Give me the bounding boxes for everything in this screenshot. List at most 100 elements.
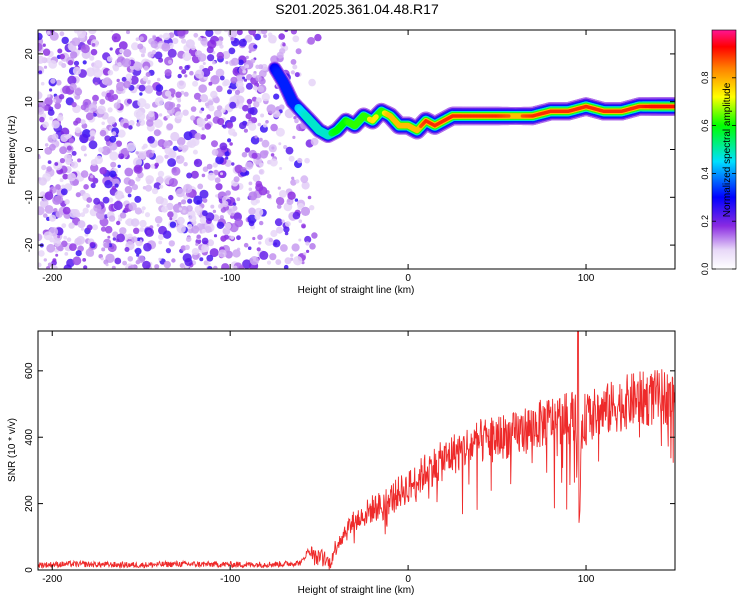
noise-blob bbox=[185, 39, 195, 49]
x-tick-label: -200 bbox=[42, 273, 62, 284]
noise-blob bbox=[267, 32, 273, 37]
ridge-segment bbox=[372, 114, 379, 121]
noise-blob bbox=[205, 30, 214, 38]
noise-blob bbox=[54, 195, 64, 204]
noise-blob bbox=[59, 158, 65, 164]
noise-blob bbox=[190, 106, 197, 112]
noise-blob bbox=[207, 100, 214, 106]
noise-blob bbox=[92, 94, 99, 102]
noise-blob bbox=[46, 30, 51, 35]
noise-blob bbox=[59, 53, 65, 60]
noise-blob bbox=[43, 213, 48, 218]
noise-blob bbox=[208, 105, 215, 112]
noise-blob bbox=[147, 51, 154, 58]
noise-blob bbox=[245, 55, 249, 60]
noise-blob bbox=[230, 235, 235, 240]
noise-blob bbox=[153, 129, 161, 137]
noise-blob bbox=[38, 250, 45, 257]
noise-blob bbox=[154, 216, 163, 224]
noise-blob bbox=[89, 130, 96, 137]
y-tick-label: 600 bbox=[24, 362, 35, 379]
noise-blob bbox=[72, 66, 81, 76]
noise-blob bbox=[284, 30, 289, 33]
noise-blob bbox=[242, 104, 249, 112]
noise-blob bbox=[159, 34, 163, 39]
colorbar-ticks: 0.0 0.2 0.4 0.6 0.8 bbox=[700, 72, 736, 275]
noise-blob bbox=[61, 184, 65, 189]
noise-blob bbox=[257, 234, 263, 240]
noise-blob bbox=[199, 216, 208, 224]
noise-blob bbox=[90, 48, 98, 56]
noise-blob bbox=[309, 243, 316, 250]
noise-blob bbox=[260, 30, 268, 35]
noise-blob bbox=[156, 223, 160, 227]
noise-blob bbox=[85, 67, 96, 77]
noise-blob bbox=[88, 174, 96, 182]
noise-blob bbox=[292, 64, 298, 70]
noise-blob bbox=[166, 123, 174, 131]
noise-blob bbox=[200, 134, 207, 140]
noise-blob bbox=[133, 164, 143, 174]
noise-blob bbox=[220, 172, 223, 176]
noise-blob bbox=[93, 203, 102, 212]
noise-blob bbox=[44, 205, 54, 214]
noise-blob bbox=[298, 219, 303, 223]
noise-blob bbox=[123, 80, 131, 89]
noise-blob bbox=[126, 142, 136, 152]
noise-blob bbox=[82, 258, 87, 262]
noise-blob bbox=[228, 208, 232, 212]
noise-blob bbox=[61, 85, 71, 95]
noise-blob bbox=[270, 153, 275, 157]
noise-blob bbox=[103, 242, 110, 249]
noise-blob bbox=[193, 92, 202, 100]
noise-blob bbox=[275, 196, 285, 206]
noise-blob bbox=[79, 133, 89, 144]
noise-blob bbox=[116, 81, 126, 92]
noise-blob bbox=[222, 200, 229, 207]
noise-blob bbox=[134, 207, 142, 215]
noise-blob bbox=[221, 263, 230, 269]
noise-blob bbox=[90, 163, 99, 172]
noise-blob bbox=[281, 219, 285, 223]
noise-blob bbox=[263, 34, 267, 38]
noise-blob bbox=[234, 218, 244, 228]
noise-blob bbox=[219, 195, 223, 199]
noise-blob bbox=[209, 248, 219, 258]
noise-blob bbox=[49, 116, 53, 121]
noise-blob bbox=[249, 256, 259, 266]
bottom-y-axis-label: SNR (10 * v/v) bbox=[7, 418, 18, 482]
noise-blob bbox=[219, 215, 224, 220]
noise-blob bbox=[77, 220, 86, 229]
noise-blob bbox=[198, 98, 202, 103]
noise-blob bbox=[135, 37, 140, 41]
noise-blob bbox=[80, 227, 85, 231]
noise-blob bbox=[163, 230, 172, 239]
noise-blob bbox=[67, 133, 72, 138]
noise-blob bbox=[52, 258, 57, 263]
snr-frame bbox=[37, 330, 676, 571]
noise-blob bbox=[111, 33, 121, 43]
noise-blob bbox=[38, 262, 42, 268]
noise-blob bbox=[255, 75, 262, 82]
noise-blob bbox=[230, 212, 235, 217]
noise-blob bbox=[229, 101, 237, 109]
noise-blob bbox=[38, 233, 43, 242]
noise-blob bbox=[67, 172, 76, 182]
noise-blob bbox=[183, 131, 193, 141]
noise-blob bbox=[116, 78, 120, 83]
noise-blob bbox=[199, 94, 209, 103]
noise-blob bbox=[220, 235, 227, 242]
noise-blob bbox=[227, 138, 232, 143]
noise-blob bbox=[110, 178, 114, 182]
noise-blob bbox=[193, 32, 199, 38]
noise-blob bbox=[169, 221, 177, 228]
noise-blob bbox=[275, 259, 282, 265]
noise-blob bbox=[102, 196, 110, 204]
noise-blob bbox=[194, 132, 202, 140]
noise-blob bbox=[80, 44, 90, 54]
noise-blob bbox=[142, 50, 146, 54]
noise-blob bbox=[118, 41, 128, 50]
noise-blob bbox=[167, 48, 177, 58]
noise-blob bbox=[127, 255, 134, 262]
